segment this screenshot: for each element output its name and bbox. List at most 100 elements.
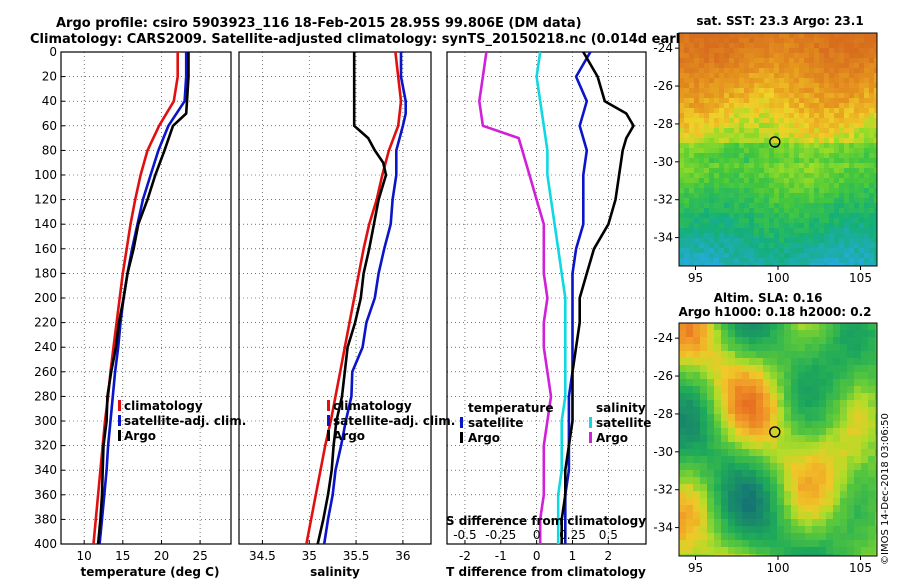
map-cell <box>861 526 868 533</box>
map-cell <box>839 133 844 138</box>
map-cell <box>754 203 759 208</box>
map-cell <box>686 442 693 449</box>
map-cell <box>804 123 809 128</box>
map-cell <box>849 143 854 148</box>
map-cell <box>784 484 791 491</box>
map-cell <box>689 58 694 63</box>
map-cell <box>734 198 739 203</box>
map-cell <box>769 188 774 193</box>
map-cell <box>749 505 756 512</box>
map-cell <box>699 103 704 108</box>
map-cell <box>874 248 877 253</box>
map-cell <box>719 263 724 266</box>
map-cell <box>714 78 719 83</box>
map-cell <box>875 442 877 449</box>
map-cell <box>784 228 789 233</box>
map-cell <box>704 203 709 208</box>
map-cell <box>714 407 721 414</box>
map-cell <box>714 48 719 53</box>
map-cell <box>844 88 849 93</box>
map-cell <box>769 68 774 73</box>
map-cell <box>874 183 877 188</box>
legend-label-s-argo: Argo <box>596 431 628 445</box>
map-cell <box>728 379 735 386</box>
map-cell <box>686 330 693 337</box>
map-cell <box>724 233 729 238</box>
map-cell <box>749 258 754 263</box>
map-cell <box>721 491 728 498</box>
map-cell <box>714 435 721 442</box>
map-cell <box>742 344 749 351</box>
map-cell <box>826 351 833 358</box>
map-cell <box>699 163 704 168</box>
map-cell <box>709 133 714 138</box>
map-cell <box>686 344 693 351</box>
map-cell <box>699 128 704 133</box>
map-cell <box>728 512 735 519</box>
map-cell <box>812 463 819 470</box>
map-cell <box>868 337 875 344</box>
map-y-tick-label: -26 <box>653 369 673 383</box>
map-cell <box>700 386 707 393</box>
map-cell <box>679 547 686 554</box>
map-cell <box>770 491 777 498</box>
map-cell <box>709 68 714 73</box>
map-cell <box>728 386 735 393</box>
map-cell <box>809 88 814 93</box>
map-cell <box>693 407 700 414</box>
map-cell <box>847 526 854 533</box>
map-cell <box>844 263 849 266</box>
map-cell <box>854 198 859 203</box>
map-cell <box>707 512 714 519</box>
map-cell <box>679 173 684 178</box>
map-cell <box>724 133 729 138</box>
map-cell <box>769 153 774 158</box>
map-cell <box>839 233 844 238</box>
map-cell <box>854 470 861 477</box>
map-cell <box>744 198 749 203</box>
map-cell <box>742 554 749 556</box>
map-cell <box>789 63 794 68</box>
map-cell <box>714 233 719 238</box>
map-cell <box>824 153 829 158</box>
map-cell <box>774 238 779 243</box>
map-cell <box>693 421 700 428</box>
map-cell <box>749 93 754 98</box>
map-cell <box>805 358 812 365</box>
map-cell <box>814 148 819 153</box>
map-cell <box>864 158 869 163</box>
map-cell <box>728 540 735 547</box>
map-cell <box>735 337 742 344</box>
map-cell <box>784 337 791 344</box>
map-cell <box>869 148 874 153</box>
map-cell <box>844 258 849 263</box>
map-cell <box>714 138 719 143</box>
map-cell <box>833 372 840 379</box>
map-cell <box>729 63 734 68</box>
map-cell <box>826 372 833 379</box>
map-cell <box>844 143 849 148</box>
map-cell <box>684 143 689 148</box>
map-cell <box>804 198 809 203</box>
map-cell <box>809 93 814 98</box>
map-cell <box>754 248 759 253</box>
map-cell <box>689 73 694 78</box>
map-cell <box>784 233 789 238</box>
map-cell <box>749 218 754 223</box>
map-cell <box>826 526 833 533</box>
map-cell <box>798 442 805 449</box>
map-cell <box>819 128 824 133</box>
map-cell <box>834 208 839 213</box>
map-cell <box>839 138 844 143</box>
map-cell <box>679 442 686 449</box>
map-cell <box>759 243 764 248</box>
map-cell <box>819 491 826 498</box>
map-cell <box>789 148 794 153</box>
map-cell <box>844 93 849 98</box>
map-cell <box>794 208 799 213</box>
map-cell <box>700 498 707 505</box>
map-cell <box>707 533 714 540</box>
map-cell <box>859 58 864 63</box>
map-cell <box>789 213 794 218</box>
map-cell <box>809 123 814 128</box>
